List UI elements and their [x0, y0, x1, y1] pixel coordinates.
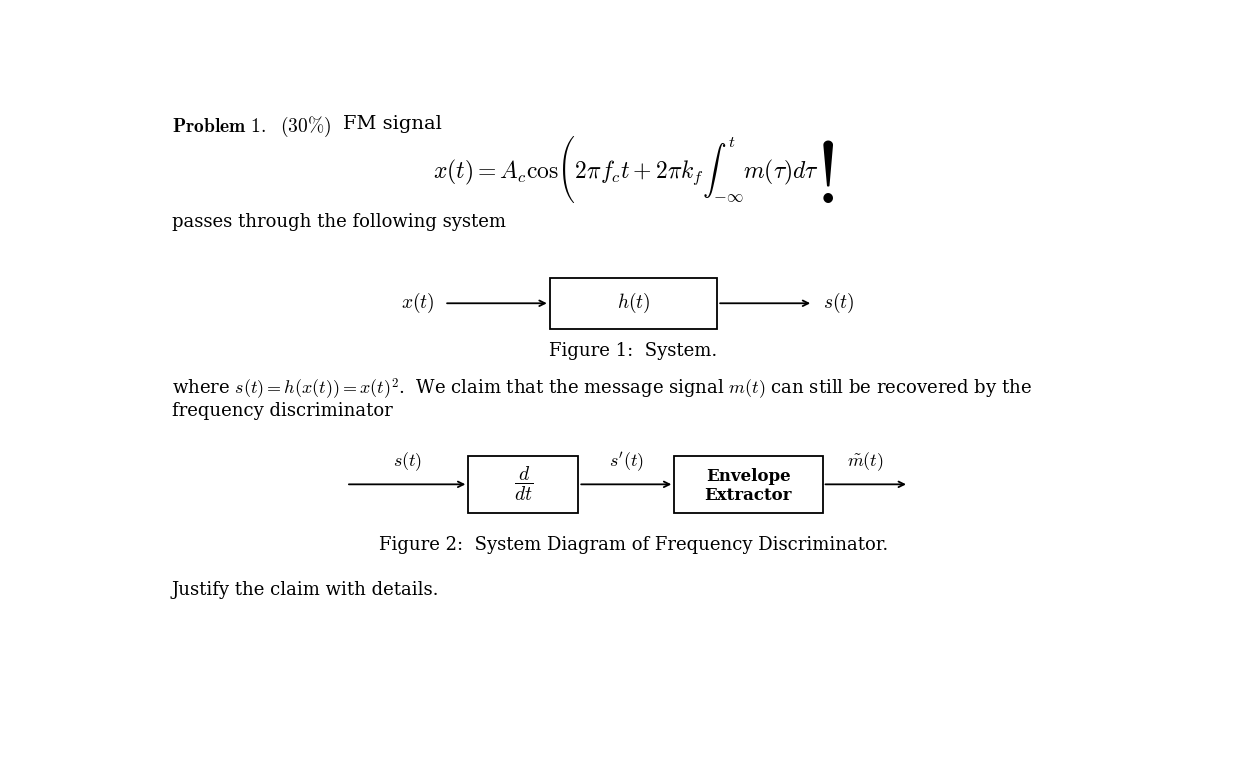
Bar: [468, 456, 578, 513]
Text: $\mathbf{Problem\ 1.\ \ (30\%)}$: $\mathbf{Problem\ 1.\ \ (30\%)}$: [172, 115, 331, 140]
Text: $s(t)$: $s(t)$: [823, 291, 854, 315]
Text: Figure 2:  System Diagram of Frequency Discriminator.: Figure 2: System Diagram of Frequency Di…: [378, 536, 889, 554]
Text: $\dfrac{d}{dt}$: $\dfrac{d}{dt}$: [514, 466, 533, 503]
Bar: [550, 278, 717, 328]
Text: Figure 1:  System.: Figure 1: System.: [549, 342, 718, 360]
Text: passes through the following system: passes through the following system: [172, 213, 506, 231]
Text: $x(t) = A_c \cos\!\left(2\pi f_c t + 2\pi k_f \int_{-\infty}^{t} m(\tau)d\tau\ri: $x(t) = A_c \cos\!\left(2\pi f_c t + 2\p…: [433, 134, 834, 205]
Text: $s'(t)$: $s'(t)$: [609, 450, 644, 473]
Text: Envelope: Envelope: [706, 467, 791, 484]
Text: $h(t)$: $h(t)$: [617, 291, 650, 315]
Text: $x(t)$: $x(t)$: [402, 291, 435, 315]
Text: where $s(t) = h(x(t)) = x(t)^2$.  We claim that the message signal $m(t)$ can st: where $s(t) = h(x(t)) = x(t)^2$. We clai…: [172, 377, 1032, 402]
Text: Justify the claim with details.: Justify the claim with details.: [172, 581, 439, 599]
Text: FM signal: FM signal: [344, 115, 442, 133]
Text: frequency discriminator: frequency discriminator: [172, 402, 393, 419]
Text: $\tilde{m}(t)$: $\tilde{m}(t)$: [848, 450, 884, 473]
Bar: [674, 456, 823, 513]
Text: Extractor: Extractor: [705, 487, 792, 503]
Text: $s(t)$: $s(t)$: [393, 450, 421, 473]
